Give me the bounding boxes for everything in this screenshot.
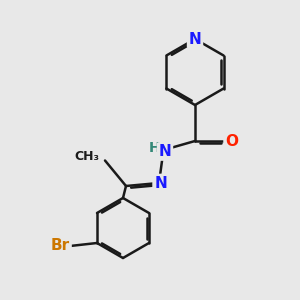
Text: Br: Br bbox=[51, 238, 70, 253]
Text: N: N bbox=[154, 176, 167, 190]
Text: N: N bbox=[159, 144, 171, 159]
Text: N: N bbox=[189, 32, 201, 46]
Text: O: O bbox=[225, 134, 238, 148]
Text: CH₃: CH₃ bbox=[74, 150, 99, 164]
Text: H: H bbox=[149, 142, 160, 155]
